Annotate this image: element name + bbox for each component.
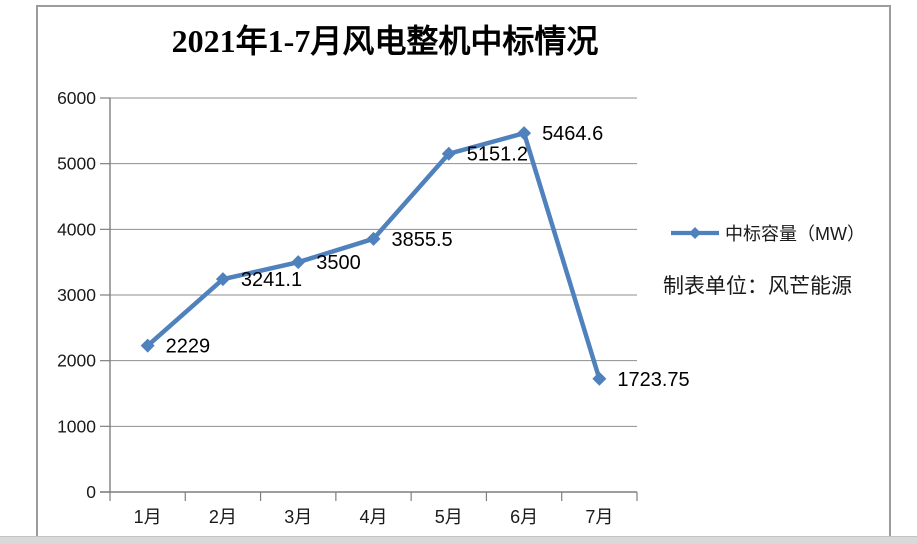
annotation: 制表单位：风芒能源 — [663, 275, 852, 298]
data-point-marker[interactable] — [140, 338, 155, 353]
data-point-marker[interactable] — [215, 272, 230, 287]
chart-frame[interactable] — [36, 5, 891, 544]
chart-title: 2021年1-7月风电整机中标情况 — [171, 23, 599, 59]
x-tick-label: 5月 — [435, 507, 463, 527]
x-tick-label: 7月 — [585, 507, 613, 527]
series-line[interactable] — [145, 130, 602, 382]
x-tick-label: 3月 — [284, 507, 312, 527]
data-point-marker[interactable] — [366, 231, 381, 246]
x-tick-label: 6月 — [510, 507, 538, 527]
data-label: 5464.6 — [542, 123, 603, 145]
legend-diamond-icon — [689, 227, 701, 239]
y-tick-label: 3000 — [57, 285, 96, 305]
legend-label: 中标容量（MW） — [725, 224, 865, 244]
y-tick-label: 0 — [86, 482, 96, 502]
y-tick-label: 6000 — [57, 88, 96, 108]
data-label: 3855.5 — [392, 229, 453, 251]
y-tick-label: 5000 — [57, 154, 96, 174]
data-point-marker[interactable] — [441, 146, 456, 161]
data-label: 2229 — [166, 336, 211, 358]
data-point-marker[interactable] — [517, 126, 532, 141]
data-point-marker[interactable] — [592, 371, 607, 386]
x-tick-label: 2月 — [209, 507, 237, 527]
data-label: 1723.75 — [617, 369, 689, 391]
data-label: 5151.2 — [467, 144, 528, 166]
y-tick-label: 2000 — [57, 351, 96, 371]
data-point-marker[interactable] — [291, 255, 306, 270]
legend[interactable]: 中标容量（MW） — [670, 221, 865, 245]
data-label: 3500 — [316, 252, 361, 274]
x-tick-label: 4月 — [359, 507, 387, 527]
x-tick-label: 1月 — [134, 507, 162, 527]
y-tick-label: 1000 — [57, 416, 96, 436]
y-tick-label: 4000 — [57, 219, 96, 239]
bottom-strip — [0, 536, 917, 544]
legend-series-marker-icon — [671, 227, 719, 239]
data-label: 3241.1 — [241, 269, 302, 291]
